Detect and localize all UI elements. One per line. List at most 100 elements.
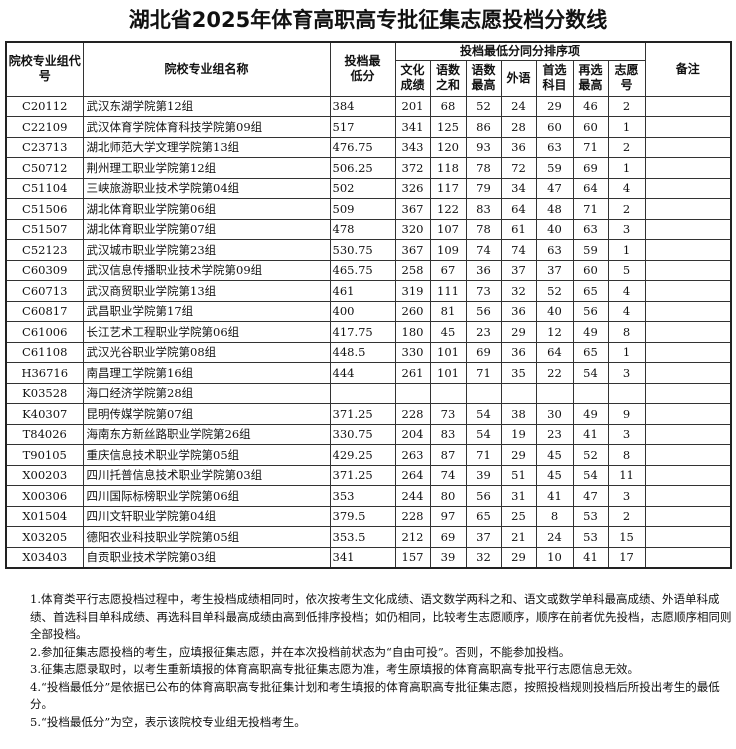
tiebreak-value: 46 (572, 95, 609, 117)
remark (644, 95, 732, 117)
tiebreak-value: 54 (465, 403, 502, 425)
group-code: H36716 (5, 362, 84, 384)
group-name: 武汉光谷职业学院第08组 (82, 341, 331, 363)
remark (644, 218, 732, 240)
tiebreak-value: 97 (429, 505, 467, 527)
tiebreak-value: 25 (500, 505, 537, 527)
tiebreak-value: 64 (572, 177, 609, 199)
tiebreak-value: 1 (607, 341, 646, 363)
tiebreak-value: 8 (535, 505, 574, 527)
group-name: 武汉东湖学院第12组 (82, 95, 331, 117)
tiebreak-value: 40 (535, 218, 574, 240)
tiebreak-value: 23 (535, 423, 574, 445)
group-code: C51104 (5, 177, 84, 199)
remark (644, 546, 732, 569)
group-name: 三峡旅游职业技术学院第04组 (82, 177, 331, 199)
table-row: C60817 武昌职业学院第17组 400 260 81 56 36 40 56 4 (5, 300, 732, 322)
group-code: X01504 (5, 505, 84, 527)
remark (644, 382, 732, 404)
remark (644, 464, 732, 486)
tiebreak-value: 37 (500, 259, 537, 281)
tiebreak-value: 264 (394, 464, 431, 486)
tiebreak-value: 32 (465, 546, 502, 569)
tiebreak-value: 228 (394, 403, 431, 425)
group-name: 自贡职业技术学院第03组 (82, 546, 331, 569)
tiebreak-value: 341 (394, 116, 431, 138)
tiebreak-value: 83 (429, 423, 467, 445)
tiebreak-value: 8 (607, 321, 646, 343)
table-row: T84026 海南东方新丝路职业学院第26组 330.75 204 83 54 19 23 41… (5, 423, 732, 445)
tiebreak-value: 67 (429, 259, 467, 281)
tiebreak-value: 24 (535, 526, 574, 548)
tiebreak-value: 204 (394, 423, 431, 445)
tiebreak-value: 330 (394, 341, 431, 363)
min-score: 330.75 (329, 423, 396, 445)
group-name: 四川文轩职业学院第04组 (82, 505, 331, 527)
group-name: 昆明传媒学院第07组 (82, 403, 331, 425)
group-name: 四川托普信息技术职业学院第03组 (82, 464, 331, 486)
tiebreak-value: 36 (500, 136, 537, 158)
tiebreak-value: 11 (607, 464, 646, 486)
group-name: 武汉体育学院体育科技学院第09组 (82, 116, 331, 138)
tiebreak-value: 60 (572, 259, 609, 281)
tiebreak-value: 54 (465, 423, 502, 445)
table-row: K03528 海口经济学院第28组 (5, 382, 732, 404)
note-item: 4.“投档最低分”是依据已公布的体育高职高专批征集计划和考生填报的体育高职高专批… (6, 679, 732, 714)
tiebreak-value: 49 (572, 321, 609, 343)
group-name: 四川国际标榜职业学院第06组 (82, 485, 331, 507)
remark (644, 239, 732, 261)
header-remark: 备注 (644, 41, 732, 97)
group-name: 荆州理工职业学院第12组 (82, 157, 331, 179)
table-row: X03205 德阳农业科技职业学院第05组 353.5 212 69 37 21 24 53 15 (5, 526, 732, 548)
tiebreak-value: 80 (429, 485, 467, 507)
table-row: T90105 重庆信息技术职业学院第05组 429.25 263 87 71 29 45 52 8 (5, 444, 732, 466)
remark (644, 485, 732, 507)
min-score: 465.75 (329, 259, 396, 281)
tiebreak-value: 212 (394, 526, 431, 548)
tiebreak-value: 54 (572, 362, 609, 384)
tiebreak-value: 65 (572, 280, 609, 302)
table-row: C20112 武汉东湖学院第12组 384 201 68 52 24 29 46 2 (5, 95, 732, 117)
tiebreak-value (572, 382, 609, 404)
table-row: C51506 湖北体育职业学院第06组 509 367 122 83 64 48 71 2 (5, 198, 732, 220)
group-code: C60309 (5, 259, 84, 281)
tiebreak-value: 71 (465, 362, 502, 384)
tiebreak-value: 93 (465, 136, 502, 158)
remark (644, 444, 732, 466)
group-code: X03205 (5, 526, 84, 548)
remark (644, 526, 732, 548)
tiebreak-value: 47 (535, 177, 574, 199)
tiebreak-value: 71 (465, 444, 502, 466)
tiebreak-value: 326 (394, 177, 431, 199)
tiebreak-value: 343 (394, 136, 431, 158)
tiebreak-value: 81 (429, 300, 467, 322)
tiebreak-value: 45 (535, 444, 574, 466)
min-score: 444 (329, 362, 396, 384)
tiebreak-value: 19 (500, 423, 537, 445)
tiebreak-value: 49 (572, 403, 609, 425)
min-score: 341 (329, 546, 396, 569)
header-tiebreak-1: 语数之和 (429, 59, 467, 97)
tiebreak-value: 59 (535, 157, 574, 179)
table-row: C51507 湖北体育职业学院第07组 478 320 107 78 61 40 63 3 (5, 218, 732, 240)
tiebreak-value: 36 (500, 341, 537, 363)
tiebreak-value: 2 (607, 505, 646, 527)
group-name: 重庆信息技术职业学院第05组 (82, 444, 331, 466)
tiebreak-value: 372 (394, 157, 431, 179)
min-score: 502 (329, 177, 396, 199)
header-tiebreak-3: 外语 (500, 59, 537, 97)
note-text: 5.“投档最低分”为空，表示该院校专业组无投档考生。 (30, 714, 306, 729)
tiebreak-value: 39 (429, 546, 467, 569)
table-row: C51104 三峡旅游职业技术学院第04组 502 326 117 79 34 47 64 4 (5, 177, 732, 199)
tiebreak-value: 29 (500, 321, 537, 343)
tiebreak-value: 15 (607, 526, 646, 548)
table-row: C23713 湖北师范大学文理学院第13组 476.75 343 120 93 36 63 71… (5, 136, 732, 158)
remark (644, 259, 732, 281)
group-code: C60713 (5, 280, 84, 302)
tiebreak-value: 10 (535, 546, 574, 569)
note-text: 3.征集志愿录取时，以考生重新填报的体育高职高专批征集志愿为准，考生原填报的体育… (30, 662, 639, 676)
tiebreak-value: 71 (572, 136, 609, 158)
tiebreak-value: 60 (535, 116, 574, 138)
tiebreak-value: 40 (535, 300, 574, 322)
header-tiebreak-2: 语数最高 (465, 59, 502, 97)
